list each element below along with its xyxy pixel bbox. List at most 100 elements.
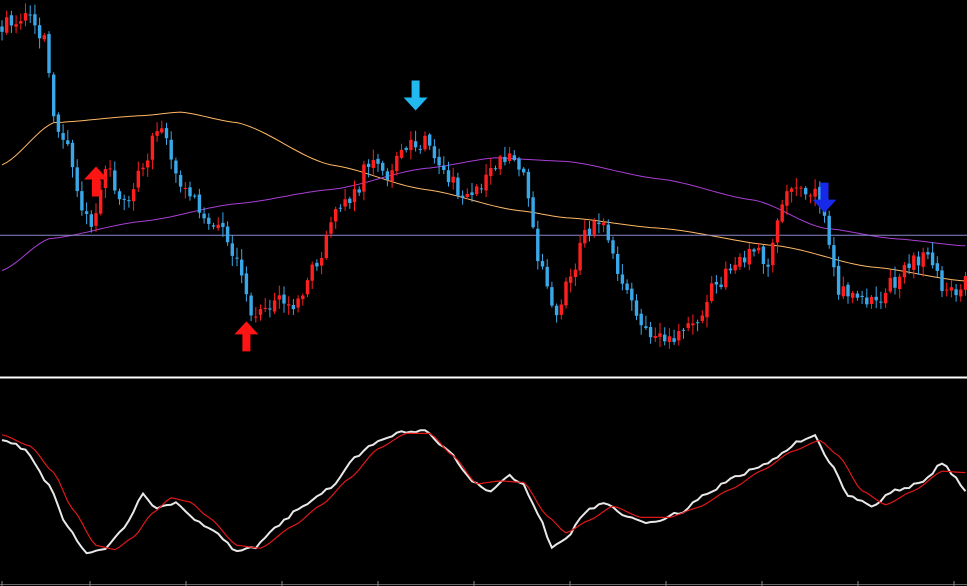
candle-body <box>681 329 686 331</box>
candle-body <box>738 256 742 267</box>
candle <box>19 13 23 30</box>
candle-body <box>667 336 672 343</box>
candle-body <box>663 334 667 342</box>
candle-body <box>578 242 582 271</box>
candle-body <box>117 191 122 200</box>
candle-body <box>512 155 516 161</box>
candle <box>146 153 150 177</box>
candle-body <box>766 264 770 267</box>
candle-body <box>324 235 328 258</box>
candle-body <box>484 174 488 191</box>
candle <box>0 20 4 41</box>
candle <box>432 139 437 164</box>
candle-body <box>150 135 155 160</box>
candle-body <box>526 171 531 199</box>
candle-body <box>89 214 93 227</box>
candle-body <box>761 246 766 265</box>
candle-body <box>672 338 676 342</box>
candle <box>305 277 310 298</box>
candle-body <box>874 296 878 301</box>
candle <box>489 158 493 185</box>
candle-body <box>498 156 502 170</box>
candle <box>301 293 305 306</box>
candle-body <box>122 198 126 200</box>
candle <box>554 303 559 323</box>
candle-body <box>381 162 385 171</box>
sell-arrow-icon <box>403 80 428 111</box>
candle <box>522 167 526 176</box>
candle-body <box>202 213 206 219</box>
candle <box>728 263 733 274</box>
oscillator-panel[interactable] <box>1 429 967 555</box>
candle-body <box>677 331 681 341</box>
candle <box>653 327 657 342</box>
candle-body <box>23 13 28 21</box>
candle <box>775 218 780 253</box>
candle <box>404 146 408 153</box>
candle <box>127 195 131 208</box>
candle-body <box>503 156 507 163</box>
candle-body <box>606 224 610 241</box>
candle <box>117 188 122 205</box>
candle-body <box>583 229 587 244</box>
candle-body <box>188 187 192 197</box>
candle-body <box>240 259 244 276</box>
candle <box>52 72 56 123</box>
candle <box>836 256 841 300</box>
candle <box>930 242 935 269</box>
candle <box>14 15 18 34</box>
candle-body <box>409 139 413 151</box>
candle <box>296 295 300 313</box>
candle-body <box>865 297 869 305</box>
candle <box>898 273 902 299</box>
candle-body <box>258 309 263 315</box>
candle-body <box>710 283 714 301</box>
candle <box>874 286 878 309</box>
candle-body <box>376 158 380 164</box>
candle <box>564 277 568 309</box>
candle-body <box>136 170 140 188</box>
candle <box>84 202 89 225</box>
candle <box>512 150 516 162</box>
candle <box>446 161 451 187</box>
candle <box>357 186 361 197</box>
candle <box>343 189 347 211</box>
candle-body <box>719 284 723 287</box>
candle <box>362 160 366 201</box>
candle-body <box>19 21 23 24</box>
candle <box>865 288 869 308</box>
candle-body <box>155 131 159 136</box>
candle <box>667 328 672 349</box>
candle <box>766 258 770 277</box>
price-panel[interactable] <box>0 3 967 352</box>
candle-body <box>343 199 347 207</box>
candle-body <box>70 142 75 168</box>
candle-body <box>728 268 733 271</box>
candle-body <box>771 242 775 266</box>
candle-body <box>902 265 907 278</box>
candle-body <box>291 305 296 310</box>
candle-body <box>75 167 79 192</box>
buy-arrow-icon <box>84 166 108 197</box>
candle <box>672 329 676 345</box>
candle <box>921 247 925 277</box>
candle <box>197 188 202 219</box>
candle-body <box>399 149 404 158</box>
candle <box>705 294 709 328</box>
candle <box>569 268 573 293</box>
candle <box>935 256 939 278</box>
candle-body <box>37 25 42 39</box>
candle <box>616 246 620 282</box>
candle-body <box>644 326 648 328</box>
candle <box>169 131 173 170</box>
candle <box>888 269 892 294</box>
candle-body <box>564 281 568 306</box>
candle-body <box>221 222 225 227</box>
candle-body <box>348 198 352 204</box>
candle-body <box>573 269 578 278</box>
candle <box>334 206 338 229</box>
candle-body <box>611 240 615 254</box>
candle <box>799 185 803 197</box>
